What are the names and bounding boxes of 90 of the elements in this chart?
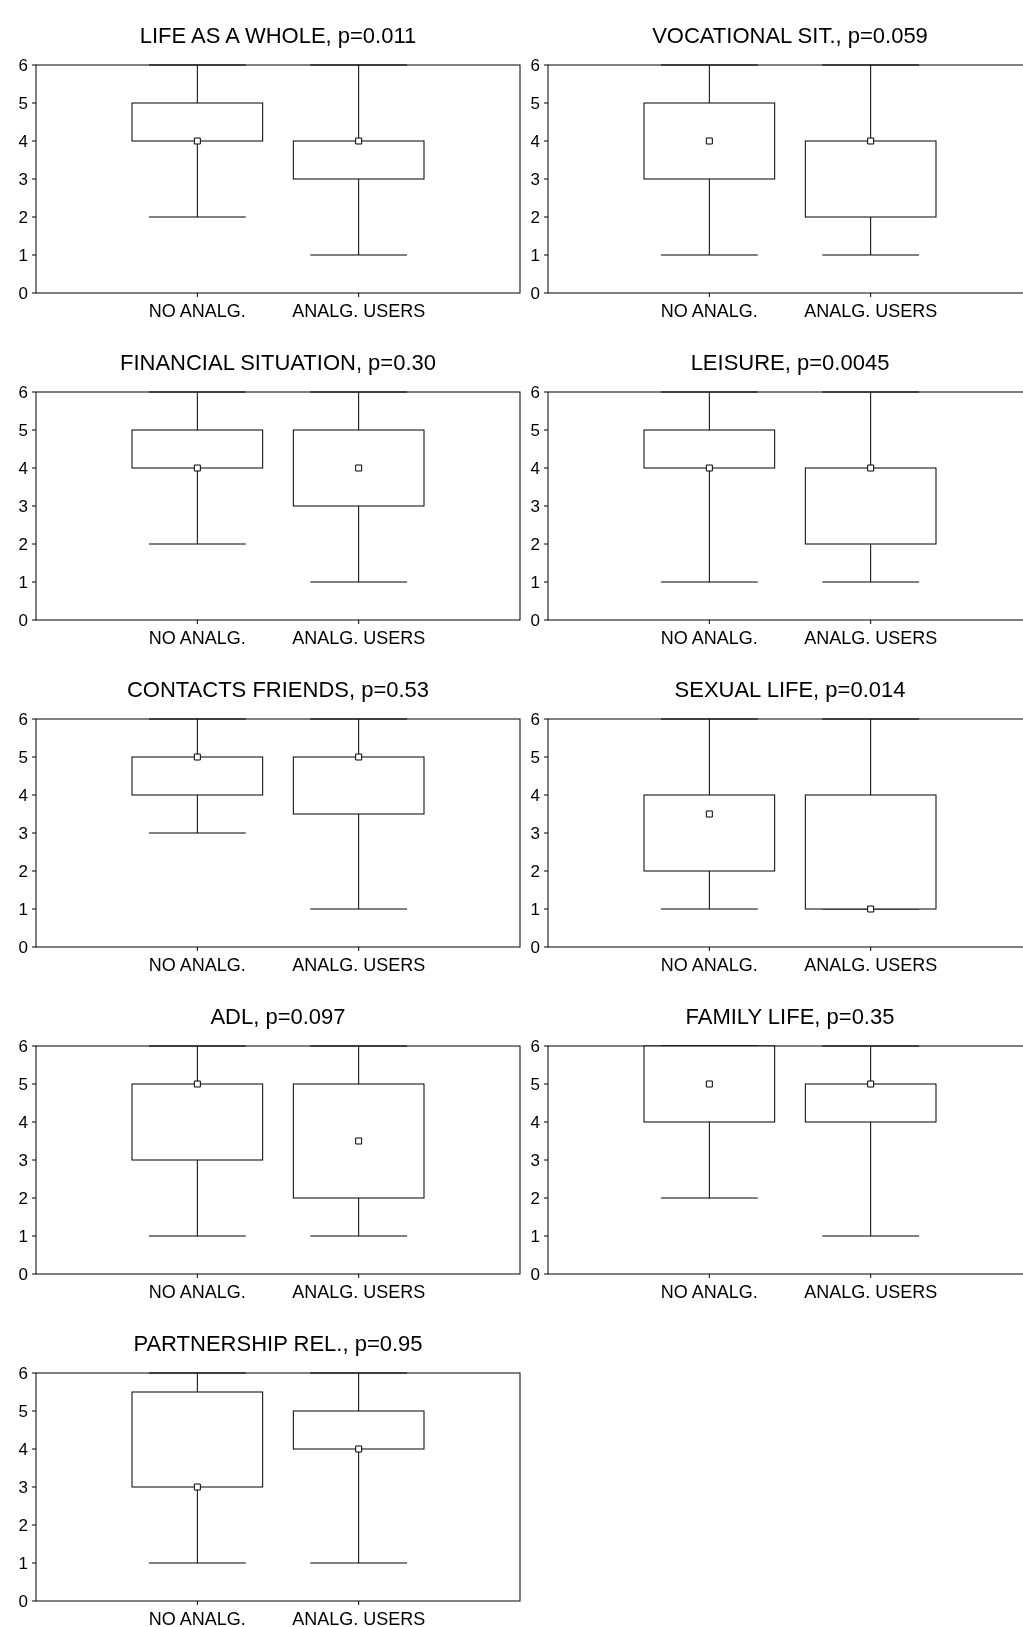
y-tick-label: 6 (18, 382, 28, 402)
y-tick-label: 2 (18, 1188, 28, 1208)
x-tick-label: NO ANALG. (660, 301, 758, 321)
y-tick-label: 1 (530, 1226, 540, 1246)
y-tick-label: 4 (18, 458, 28, 478)
y-tick-label: 0 (530, 1264, 540, 1284)
y-tick-label: 5 (530, 1074, 540, 1094)
y-tick-label: 5 (18, 93, 28, 113)
x-tick-label: NO ANALG. (660, 955, 758, 975)
y-tick-label: 2 (18, 534, 28, 554)
y-tick-label: 2 (530, 534, 540, 554)
y-tick-label: 2 (18, 1515, 28, 1535)
y-tick-label: 5 (18, 747, 28, 767)
y-tick-label: 4 (530, 458, 540, 478)
y-tick-label: 6 (18, 55, 28, 75)
y-tick-label: 3 (18, 496, 28, 516)
y-tick-label: 5 (18, 1401, 28, 1421)
y-tick-label: 4 (530, 785, 540, 805)
y-tick-label: 4 (530, 1112, 540, 1132)
chart-title: VOCATIONAL SIT., p=0.059 (652, 23, 928, 48)
chart-title: FINANCIAL SITUATION, p=0.30 (119, 350, 437, 375)
x-tick-label: NO ANALG. (148, 1282, 246, 1302)
x-tick-label: ANALG. USERS (292, 628, 426, 648)
y-tick-label: 0 (18, 283, 28, 303)
y-tick-label: 5 (18, 420, 28, 440)
x-tick-label: ANALG. USERS (292, 1609, 426, 1627)
x-tick-label: ANALG. USERS (292, 955, 426, 975)
y-tick-label: 4 (18, 131, 28, 151)
y-tick-label: 5 (530, 420, 540, 440)
y-tick-label: 5 (18, 1074, 28, 1094)
y-tick-label: 2 (18, 861, 28, 881)
x-tick-label: NO ANALG. (660, 1282, 758, 1302)
x-tick-label: ANALG. USERS (804, 301, 938, 321)
y-tick-label: 6 (530, 709, 540, 729)
y-tick-label: 6 (530, 1036, 540, 1056)
chart-title: LEISURE, p=0.0045 (690, 350, 890, 375)
y-tick-label: 6 (18, 1363, 28, 1383)
y-tick-label: 0 (530, 937, 540, 957)
y-tick-label: 1 (18, 572, 28, 592)
chart-title: PARTNERSHIP REL., p=0.95 (133, 1331, 423, 1356)
chart-title: FAMILY LIFE, p=0.35 (685, 1004, 895, 1029)
y-tick-label: 2 (530, 207, 540, 227)
y-tick-label: 3 (530, 496, 540, 516)
x-tick-label: ANALG. USERS (804, 628, 938, 648)
x-tick-label: ANALG. USERS (292, 301, 426, 321)
y-tick-label: 4 (18, 1439, 28, 1459)
y-tick-label: 0 (530, 283, 540, 303)
y-tick-label: 0 (18, 1591, 28, 1611)
y-tick-label: 3 (530, 1150, 540, 1170)
y-tick-label: 1 (18, 245, 28, 265)
y-tick-label: 1 (530, 245, 540, 265)
x-tick-label: NO ANALG. (148, 301, 246, 321)
y-tick-label: 1 (530, 572, 540, 592)
y-tick-label: 0 (18, 1264, 28, 1284)
y-tick-label: 5 (530, 93, 540, 113)
y-tick-label: 6 (530, 382, 540, 402)
y-tick-label: 1 (530, 899, 540, 919)
y-tick-label: 1 (18, 1226, 28, 1246)
y-tick-label: 3 (18, 1477, 28, 1497)
x-tick-label: ANALG. USERS (804, 1282, 938, 1302)
y-tick-label: 3 (18, 169, 28, 189)
y-tick-label: 1 (18, 1553, 28, 1573)
y-tick-label: 0 (530, 610, 540, 630)
y-tick-label: 4 (18, 1112, 28, 1132)
chart-title: ADL, p=0.097 (210, 1004, 346, 1029)
y-tick-label: 2 (530, 861, 540, 881)
y-tick-label: 4 (18, 785, 28, 805)
y-tick-label: 4 (530, 131, 540, 151)
y-tick-label: 1 (18, 899, 28, 919)
y-tick-label: 6 (18, 709, 28, 729)
chart-title: SEXUAL LIFE, p=0.014 (674, 677, 906, 702)
chart-title: LIFE AS A WHOLE, p=0.011 (139, 23, 417, 48)
y-tick-label: 3 (18, 823, 28, 843)
x-tick-label: NO ANALG. (660, 628, 758, 648)
y-tick-label: 0 (18, 610, 28, 630)
y-tick-label: 3 (530, 169, 540, 189)
y-tick-label: 0 (18, 937, 28, 957)
y-tick-label: 3 (530, 823, 540, 843)
y-tick-label: 6 (18, 1036, 28, 1056)
x-tick-label: NO ANALG. (148, 955, 246, 975)
y-tick-label: 3 (18, 1150, 28, 1170)
y-tick-label: 5 (530, 747, 540, 767)
y-tick-label: 2 (530, 1188, 540, 1208)
x-tick-label: NO ANALG. (148, 628, 246, 648)
chart-title: CONTACTS FRIENDS, p=0.53 (126, 677, 430, 702)
x-tick-label: NO ANALG. (148, 1609, 246, 1627)
x-tick-label: ANALG. USERS (804, 955, 938, 975)
y-tick-label: 2 (18, 207, 28, 227)
y-tick-label: 6 (530, 55, 540, 75)
x-tick-label: ANALG. USERS (292, 1282, 426, 1302)
